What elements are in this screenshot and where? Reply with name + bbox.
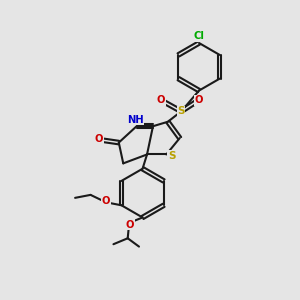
Text: O: O bbox=[102, 196, 110, 206]
Text: S: S bbox=[178, 106, 185, 116]
Text: O: O bbox=[195, 95, 203, 105]
Text: Cl: Cl bbox=[194, 32, 205, 41]
Text: O: O bbox=[94, 134, 103, 144]
Text: S: S bbox=[168, 151, 176, 161]
Text: O: O bbox=[125, 220, 134, 230]
Text: O: O bbox=[157, 95, 165, 105]
Text: NH: NH bbox=[127, 115, 143, 125]
